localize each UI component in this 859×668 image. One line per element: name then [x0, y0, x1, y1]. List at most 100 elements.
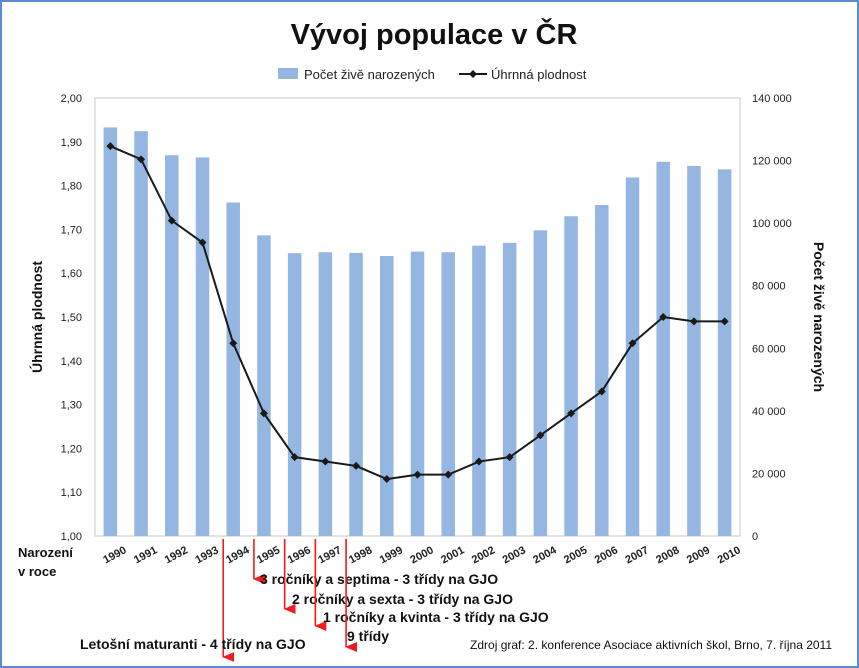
- line-point: [382, 475, 391, 484]
- x-tick-label: 1998: [347, 544, 374, 566]
- x-tick-label: 1995: [255, 544, 282, 566]
- x-axis-label-line-1: Narození: [18, 545, 73, 560]
- x-tick-label: 1992: [163, 544, 190, 566]
- line-point: [474, 457, 483, 466]
- line-point: [505, 453, 514, 462]
- right-tick-label: 60 000: [752, 343, 786, 355]
- legend-swatch-fertility-marker: [469, 70, 477, 78]
- bar: [165, 155, 179, 536]
- bar: [564, 216, 578, 536]
- x-tick-label: 2008: [654, 544, 681, 566]
- line-point: [720, 317, 729, 326]
- bar: [226, 202, 240, 536]
- legend-label-fertility: Úhrnná plodnost: [491, 67, 587, 82]
- bar: [134, 131, 148, 537]
- bar: [625, 177, 640, 537]
- line-point: [628, 339, 637, 348]
- bar: [195, 157, 210, 536]
- bar: [656, 161, 670, 536]
- bar: [318, 252, 333, 536]
- left-tick-label: 1,70: [61, 224, 82, 236]
- legend-swatch-births: [278, 68, 298, 79]
- line-point: [229, 339, 238, 348]
- line-point: [597, 387, 606, 396]
- bar: [380, 255, 394, 536]
- x-tick-label: 2003: [501, 544, 528, 566]
- right-tick-label: 140 000: [752, 93, 792, 105]
- right-tick-label: 0: [752, 531, 758, 543]
- left-tick-label: 2,00: [61, 93, 82, 105]
- chart-title: Vývoj populace v ČR: [291, 17, 578, 51]
- x-tick-label: 1997: [316, 544, 343, 566]
- bar: [257, 235, 271, 536]
- x-tick-label: 1994: [224, 544, 252, 566]
- legend: Počet živě narozených Úhrnná plodnost: [278, 67, 587, 82]
- bar: [717, 169, 732, 536]
- bar: [595, 204, 609, 537]
- line-point: [567, 409, 576, 418]
- right-axis-ticks: 0 20 000 40 000 60 000 80 000 100 000 120 000 1…: [752, 93, 792, 543]
- x-tick-label: 2002: [470, 544, 497, 566]
- right-tick-label: 40 000: [752, 406, 786, 418]
- right-tick-label: 120 000: [752, 156, 792, 168]
- annotation-label: Letošní maturanti - 4 třídy na GJO: [80, 636, 306, 652]
- bar: [502, 242, 517, 537]
- x-tick-label: 1993: [193, 544, 220, 566]
- bar: [287, 253, 302, 537]
- x-tick-label: 2000: [408, 544, 435, 566]
- line-point: [659, 313, 668, 321]
- x-tick-label: 2005: [562, 544, 589, 566]
- bar: [349, 252, 363, 536]
- line-point: [106, 142, 115, 151]
- left-tick-label: 1,90: [61, 137, 82, 149]
- x-tick-label: 2010: [716, 544, 743, 566]
- left-tick-label: 1,40: [61, 356, 82, 368]
- x-tick-label: 2004: [531, 544, 559, 566]
- x-tick-label: 1999: [378, 544, 405, 566]
- line-point: [167, 216, 176, 225]
- x-tick-label: 2001: [439, 544, 466, 566]
- x-tick-label: 1991: [132, 544, 159, 566]
- x-axis-label-line-2: v roce: [18, 564, 56, 579]
- bar: [687, 165, 701, 536]
- legend-label-births: Počet živě narozených: [304, 67, 435, 82]
- annotation-label: 3 ročníky a septima - 3 třídy na GJO: [260, 571, 498, 587]
- bar-series: [103, 127, 732, 537]
- left-axis-ticks: 1,00 1,10 1,20 1,30 1,40 1,50 1,60 1,70 1,80 1,90…: [61, 93, 82, 543]
- right-axis-label: Počet živě narozených: [811, 242, 827, 392]
- cohort-annotations: Letošní maturanti - 4 třídy na GJO 3 ročn…: [80, 539, 549, 662]
- x-tick-label: 1996: [286, 544, 313, 566]
- bar: [441, 252, 455, 536]
- left-tick-label: 1,60: [61, 268, 82, 280]
- bar: [103, 127, 118, 536]
- line-point: [352, 461, 361, 470]
- line-point: [444, 470, 453, 479]
- x-tick-label: 1990: [101, 544, 128, 566]
- x-tick-label: 2006: [593, 544, 620, 566]
- left-tick-label: 1,00: [61, 531, 82, 543]
- bar: [533, 230, 548, 537]
- left-tick-label: 1,80: [61, 181, 82, 193]
- right-tick-label: 20 000: [752, 468, 786, 480]
- line-point: [689, 317, 698, 326]
- line-point: [290, 453, 299, 462]
- x-tick-label: 2009: [685, 544, 712, 566]
- bar: [472, 245, 486, 536]
- source-note: Zdroj graf: 2. konference Asociace aktiv…: [470, 638, 832, 652]
- line-point: [137, 155, 146, 164]
- right-tick-label: 100 000: [752, 218, 792, 230]
- line-series: [106, 142, 729, 484]
- annotation-label: 9 třídy: [347, 628, 389, 644]
- annotation-label: 2 ročníky a sexta - 3 třídy na GJO: [292, 591, 513, 607]
- annotation-label: 1 ročníky a kvinta - 3 třídy na GJO: [323, 609, 549, 625]
- left-axis-label: Úhrnná plodnost: [28, 261, 45, 373]
- line-point: [536, 431, 545, 440]
- left-tick-label: 1,50: [61, 312, 82, 324]
- line-point: [413, 470, 422, 479]
- line-point: [259, 409, 268, 418]
- right-tick-label: 80 000: [752, 281, 786, 293]
- line-point: [198, 238, 207, 247]
- left-tick-label: 1,20: [61, 443, 82, 455]
